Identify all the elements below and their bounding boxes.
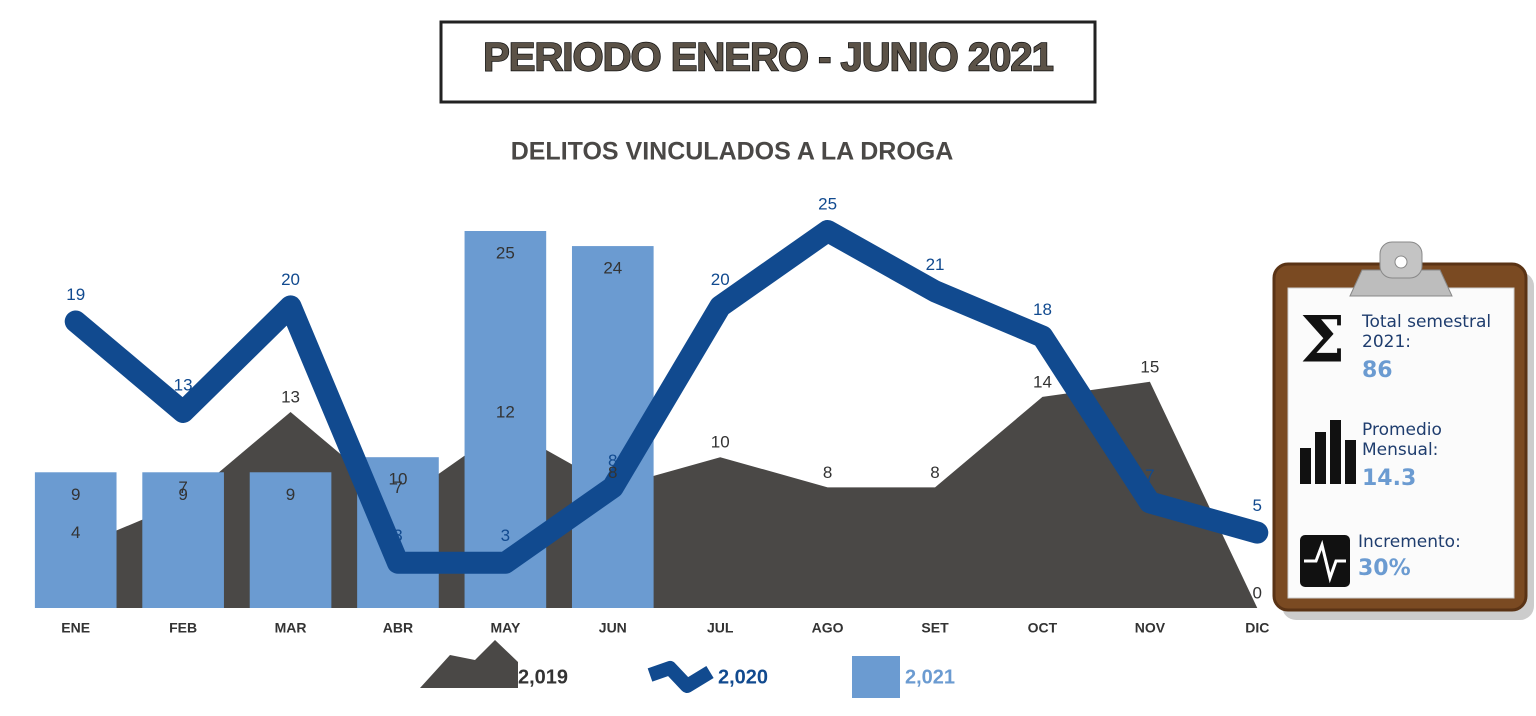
plot: ENE FEB MAR ABR MAY JUN JUL AGO SET OCT NOV DIC 4 7 13…: [34, 194, 1269, 636]
x-tick-label: ABR: [383, 620, 413, 636]
bar: [249, 472, 332, 608]
data-label: 8: [930, 463, 939, 482]
legend-label: 2,019: [518, 666, 568, 688]
data-label: 13: [281, 387, 300, 406]
x-tick-label: JUN: [599, 620, 627, 636]
x-tick-label: ENE: [61, 620, 90, 636]
legend-label: 2,020: [718, 666, 768, 688]
data-label: 18: [1033, 300, 1052, 319]
x-tick-label: DIC: [1245, 620, 1269, 636]
data-label: 7: [178, 478, 187, 497]
data-label: 4: [71, 523, 80, 542]
panel-value: 14.3: [1362, 466, 1417, 491]
panel-label: Promedio Mensual:: [1362, 420, 1442, 460]
legend-label: 2,021: [905, 666, 955, 688]
svg-text:Σ: Σ: [1300, 303, 1345, 378]
data-label: 21: [926, 255, 945, 274]
data-label: 5: [1253, 496, 1262, 515]
data-label: 9: [178, 485, 187, 504]
data-label: 0: [1253, 583, 1262, 602]
data-label: 3: [393, 526, 402, 545]
clipboard: Σ: [1272, 241, 1534, 620]
data-label: 10: [388, 470, 407, 489]
bar: [142, 472, 224, 608]
data-label: 20: [281, 270, 300, 289]
x-tick-label: MAY: [490, 620, 520, 636]
legend-swatch: [647, 661, 714, 693]
panel-label: Incremento:: [1358, 532, 1461, 552]
data-label: 25: [496, 243, 515, 262]
data-label: 12: [496, 403, 515, 422]
data-label: 3: [501, 526, 510, 545]
data-label: 14: [1033, 372, 1052, 391]
data-label: 7: [393, 478, 402, 497]
x-tick-label: AGO: [812, 620, 844, 636]
data-label: 19: [66, 285, 85, 304]
legend: 2,019 2,021 2,020: [420, 640, 955, 698]
data-label: 8: [608, 463, 617, 482]
x-tick-label: SET: [921, 620, 949, 636]
x-tick-label: MAR: [275, 620, 307, 636]
data-label: 8: [823, 463, 832, 482]
data-label: 10: [711, 433, 730, 452]
header: PERIODO ENERO - JUNIO 2021: [483, 36, 1053, 80]
data-label: 9: [71, 485, 80, 504]
legend-swatch: [852, 656, 900, 698]
data-label: 15: [1140, 357, 1159, 376]
data-label: 24: [603, 259, 622, 278]
data-label: 25: [818, 194, 837, 213]
panel-value: 30%: [1358, 556, 1411, 581]
line: [64, 220, 1269, 574]
chart-title: DELITOS VINCULADOS A LA DROGA: [511, 138, 954, 166]
data-label: 8: [608, 451, 617, 470]
legend-swatch: [420, 640, 518, 688]
data-label: 13: [174, 375, 193, 394]
header-box: [439, 20, 1097, 104]
bar: [34, 472, 117, 608]
panel-label: Total semestral 2021:: [1362, 312, 1492, 352]
x-tick-label: OCT: [1028, 620, 1058, 636]
panel-value: 86: [1362, 358, 1393, 383]
x-tick-label: JUL: [707, 620, 734, 636]
data-label: 7: [1145, 466, 1154, 485]
data-label: 9: [286, 485, 295, 504]
data-label: 20: [711, 270, 730, 289]
x-tick-label: FEB: [169, 620, 197, 636]
x-tick-label: NOV: [1135, 620, 1166, 636]
